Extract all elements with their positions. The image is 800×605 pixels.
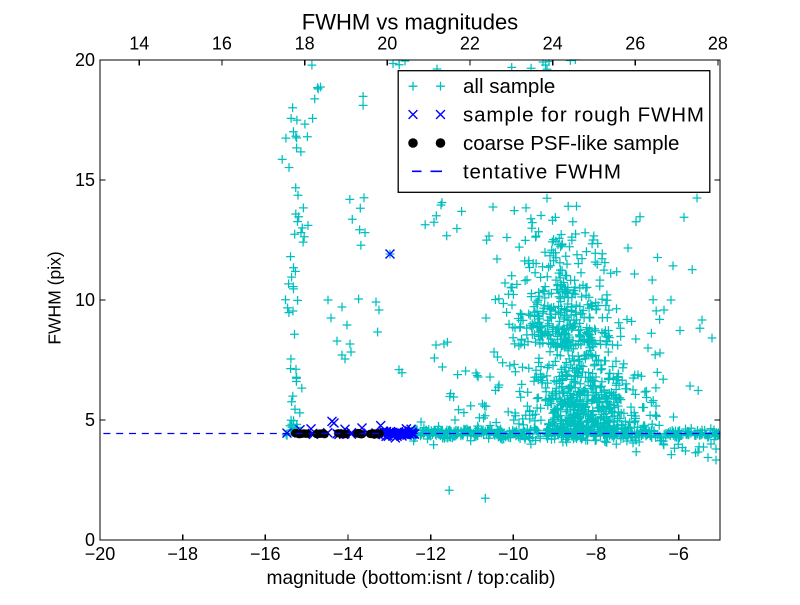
svg-text:−18: −18 [167,544,198,564]
svg-text:−8: −8 [586,544,607,564]
svg-text:FWHM vs magnitudes: FWHM vs magnitudes [302,10,518,35]
svg-text:−12: −12 [415,544,446,564]
svg-text:20: 20 [377,34,397,54]
svg-text:sample for rough FWHM: sample for rough FWHM [463,104,704,127]
svg-text:−10: −10 [498,544,529,564]
svg-text:24: 24 [543,34,563,54]
svg-text:magnitude (bottom:isnt / top:c: magnitude (bottom:isnt / top:calib) [266,568,555,589]
svg-text:26: 26 [625,34,645,54]
svg-text:coarse PSF-like sample: coarse PSF-like sample [463,132,679,155]
svg-text:16: 16 [212,34,232,54]
svg-text:−6: −6 [668,544,689,564]
svg-text:−20: −20 [85,544,116,564]
svg-text:14: 14 [129,34,149,54]
svg-text:20: 20 [75,50,95,70]
svg-text:all sample: all sample [463,75,555,98]
svg-text:−16: −16 [250,544,281,564]
svg-text:15: 15 [75,170,95,190]
svg-text:tentative FWHM: tentative FWHM [463,160,621,183]
svg-text:18: 18 [295,34,315,54]
svg-text:22: 22 [460,34,480,54]
svg-text:FWHM (pix): FWHM (pix) [45,251,65,344]
svg-text:−14: −14 [333,544,364,564]
svg-text:28: 28 [708,34,728,54]
svg-text:0: 0 [85,530,95,550]
svg-text:10: 10 [75,290,95,310]
svg-text:5: 5 [85,410,95,430]
